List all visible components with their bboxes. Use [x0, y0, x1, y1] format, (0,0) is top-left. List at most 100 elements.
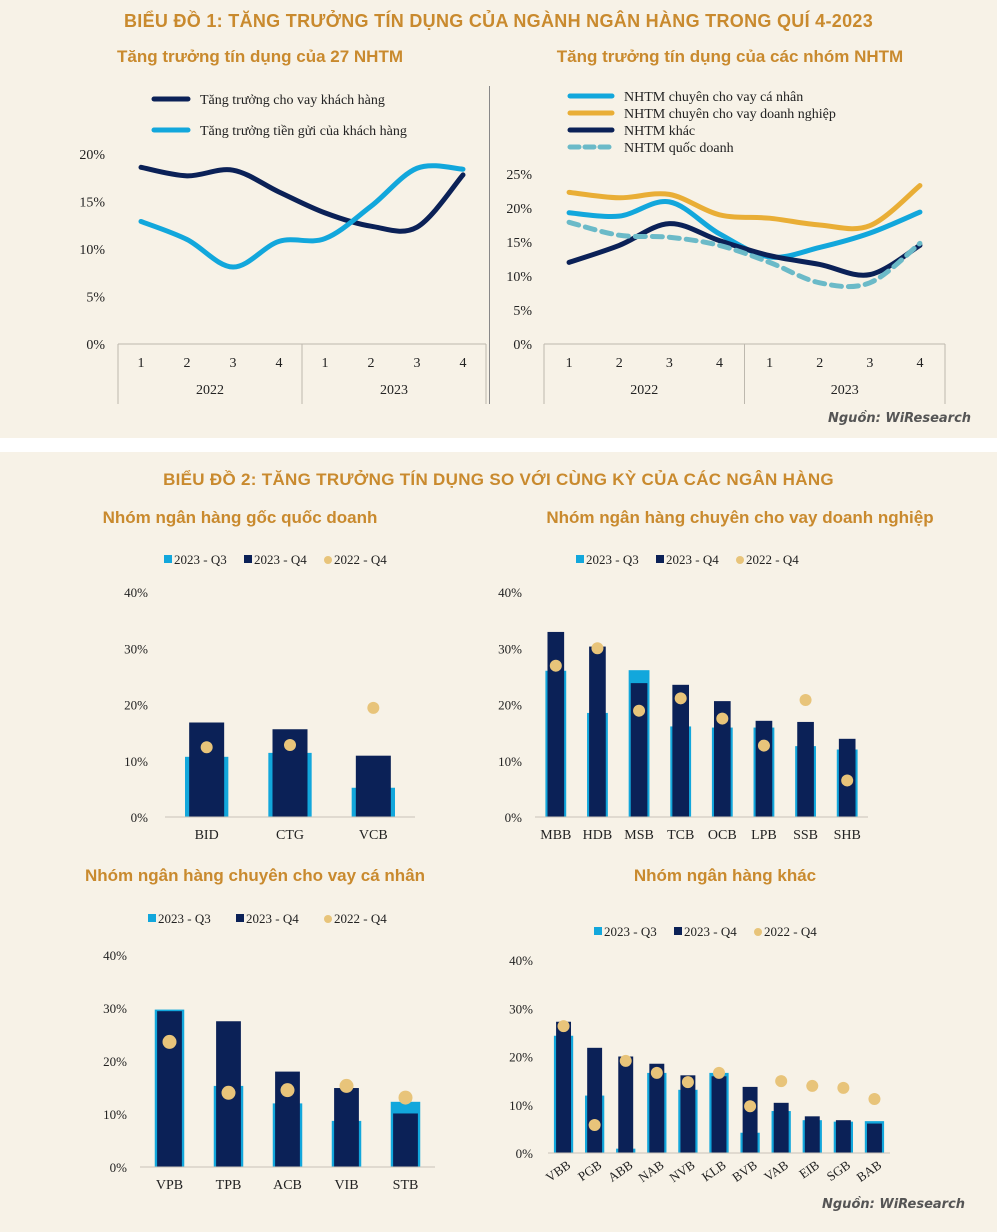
y-tick-label: 30% [509, 1001, 533, 1016]
bar-2023-q4 [189, 722, 225, 817]
dot-2022-q4 [549, 659, 562, 672]
dot-2022-q4 [757, 739, 770, 752]
legend-swatch [148, 914, 156, 922]
dot-2022-q4 [744, 1100, 757, 1113]
x-tick-label: MSB [624, 828, 654, 843]
x-group-label: 2023 [831, 383, 859, 398]
legend-label: 2023 - Q4 [666, 552, 719, 567]
x-tick-label: VAB [761, 1157, 791, 1184]
dot-2022-q4 [650, 1066, 663, 1079]
y-tick-label: 5% [86, 291, 105, 306]
x-tick-label: 3 [666, 356, 673, 371]
y-tick-label: 10% [124, 754, 148, 769]
y-tick-label: 10% [79, 243, 105, 258]
x-tick-label: ABB [605, 1157, 636, 1185]
x-tick-label: 2 [184, 356, 191, 371]
chart1-panel: BIỂU ĐỒ 1: TĂNG TRƯỞNG TÍN DỤNG CỦA NGÀN… [0, 0, 997, 438]
dot-2022-q4 [837, 1081, 850, 1094]
dot-2022-q4 [674, 692, 687, 705]
x-tick-label: 4 [460, 356, 467, 371]
y-tick-label: 0% [516, 1146, 534, 1161]
legend-label: 2023 - Q4 [246, 911, 299, 926]
legend-label: 2022 - Q4 [746, 552, 799, 567]
chart-divider [489, 86, 490, 404]
y-tick-label: 0% [86, 338, 105, 353]
y-tick-label: 5% [513, 304, 532, 319]
dot-2022-q4 [868, 1092, 881, 1105]
legend-label: 2022 - Q4 [764, 924, 817, 939]
x-tick-label: TCB [667, 828, 694, 843]
y-tick-label: 0% [110, 1160, 128, 1175]
y-tick-label: 30% [124, 641, 148, 656]
bar-2023-q4 [711, 1076, 727, 1153]
dot-2022-q4 [619, 1054, 632, 1067]
y-tick-label: 20% [79, 148, 105, 163]
y-tick-label: 40% [124, 585, 148, 600]
dot-2022-q4 [339, 1078, 354, 1093]
dot-2022-q4 [280, 1083, 295, 1098]
x-tick-label: NAB [635, 1157, 666, 1185]
x-group-label: 2022 [196, 383, 224, 398]
bar-2023-q4 [680, 1075, 696, 1153]
dot-2022-q4 [713, 1066, 725, 1079]
x-tick-label: 2 [368, 356, 375, 371]
y-tick-label: 0% [505, 810, 523, 825]
y-tick-label: 10% [103, 1107, 127, 1122]
y-tick-label: 15% [79, 196, 105, 211]
x-tick-label: EIB [796, 1157, 822, 1181]
legend-label: Tăng trưởng cho vay khách hàng [200, 93, 385, 108]
linegroups-title: Tăng trưởng tín dụng của các nhóm NHTM [556, 47, 904, 66]
linegroups-chart: NHTM chuyên cho vay cá nhân NHTM chuyên c… [506, 90, 946, 404]
series-line-3 [566, 221, 923, 278]
bar-2023-q4 [547, 631, 565, 817]
x-tick-label: NVB [667, 1157, 698, 1185]
bar-2023-q4 [393, 1113, 418, 1167]
bar-2023-q4 [672, 684, 690, 817]
dot-2022-q4 [398, 1090, 413, 1105]
chart2-source: Nguồn: WiResearch [822, 1197, 966, 1212]
x-tick-label: VCB [359, 828, 388, 843]
y-tick-label: 10% [509, 1098, 533, 1113]
legend-swatch [324, 556, 332, 564]
legend-label: NHTM chuyên cho vay doanh nghiệp [624, 107, 836, 122]
y-tick-label: 0% [513, 338, 532, 353]
bar-2023-q4 [797, 721, 814, 817]
bar-2023-q4 [713, 701, 731, 817]
x-tick-label: 1 [766, 356, 773, 371]
dot-2022-q4 [681, 1076, 694, 1089]
legend-label: 2023 - Q4 [254, 552, 307, 567]
dot-2022-q4 [775, 1075, 788, 1088]
barcorp-chart: 2023 - Q3 2023 - Q4 2022 - Q4 0% 10% 20% 30% 40… [498, 552, 868, 843]
bar-2023-q4 [742, 1086, 758, 1153]
legend-swatch [576, 555, 584, 563]
dot-2022-q4 [633, 704, 646, 717]
bar-2023-q4 [589, 646, 606, 817]
x-tick-label: 3 [230, 356, 237, 371]
x-tick-label: ACB [273, 1178, 302, 1193]
x-tick-label: TPB [216, 1178, 242, 1193]
legend-label: 2023 - Q3 [586, 552, 639, 567]
legend-swatch [236, 914, 244, 922]
y-tick-label: 40% [509, 953, 533, 968]
x-tick-label: VBB [543, 1157, 574, 1185]
x-tick-label: VPB [156, 1178, 183, 1193]
x-tick-label: BAB [854, 1157, 885, 1185]
dot-2022-q4 [367, 701, 380, 714]
x-tick-label: HDB [583, 828, 613, 843]
x-group-label: 2023 [380, 383, 408, 398]
chart2-title: BIỂU ĐỒ 2: TĂNG TRƯỞNG TÍN DỤNG SO VỚI C… [163, 470, 834, 489]
dot-2022-q4 [588, 1119, 601, 1132]
chart1-title: BIỂU ĐỒ 1: TĂNG TRƯỞNG TÍN DỤNG CỦA NGÀN… [123, 11, 874, 31]
series-line-2 [566, 183, 923, 232]
legend-swatch [736, 556, 744, 564]
x-tick-label: CTG [276, 828, 304, 843]
bar-2023-q4 [835, 1120, 851, 1153]
x-tick-label: LPB [751, 828, 777, 843]
y-tick-label: 10% [498, 754, 522, 769]
x-tick-label: 2 [816, 356, 823, 371]
x-tick-label: 4 [276, 356, 283, 371]
dot-2022-q4 [841, 774, 854, 787]
chart1-source: Nguồn: WiResearch [828, 411, 972, 426]
barother-chart: 2023 - Q3 2023 - Q4 2022 - Q4 0% 10% 20% 30% 40… [509, 924, 890, 1185]
y-tick-label: 20% [103, 1054, 127, 1069]
